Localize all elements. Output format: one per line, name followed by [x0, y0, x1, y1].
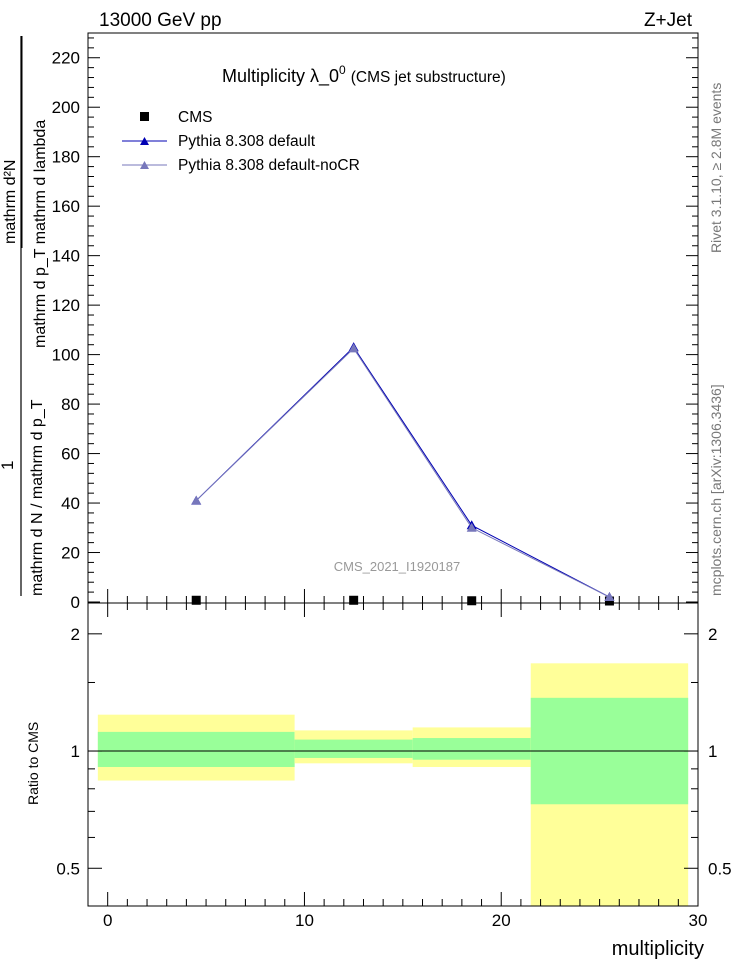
main-ytick-label: 80: [61, 395, 80, 414]
mcplots-label: mcplots.cern.ch [arXiv:1306.3436]: [708, 384, 724, 596]
main-panel: CMS Pythia 8.308 default Pythia 8.308 de…: [0, 36, 506, 596]
cms-data-point: [349, 595, 359, 605]
ratio-ytick-label-left: 0.5: [56, 859, 80, 878]
ylabel-numerator-big: mathrm d²N: [2, 160, 19, 244]
ratio-xtick-label: 10: [295, 911, 314, 930]
series-2-point: [191, 495, 202, 505]
process-label: Z+Jet: [644, 10, 693, 31]
main-ytick-label: 140: [52, 247, 80, 266]
main-ytick-label: 20: [61, 544, 80, 563]
main-ytick-label: 200: [52, 98, 80, 117]
main-legend: CMS Pythia 8.308 default Pythia 8.308 de…: [122, 109, 360, 174]
ratio-ytick-label-left: 2: [71, 625, 80, 644]
legend-marker-default: [140, 137, 149, 145]
legend-marker-nocr: [140, 161, 149, 169]
cms-data-point: [191, 595, 201, 605]
rivet-label: Rivet 3.1.10, ≥ 2.8M events: [708, 83, 724, 253]
ylabel-denominator: mathrm d N / mathrm d p_T: [29, 399, 46, 596]
chart-title-main: Multiplicity λ_0: [222, 66, 339, 87]
chart-title: Multiplicity λ_00 (CMS jet substructure): [222, 63, 506, 87]
main-ytick-label: 160: [52, 197, 80, 216]
watermark: CMS_2021_I1920187: [334, 559, 461, 574]
ratio-xtick-label: 20: [492, 911, 511, 930]
energy-label: 13000 GeV pp: [99, 10, 222, 31]
main-ytick-label: 220: [52, 49, 80, 68]
ratio-plot-area: 0 10 20 30 0.5 0.5 1 1 2 2 Ratio to CMS multiplicit…: [25, 602, 732, 960]
series-2-point: [604, 592, 615, 602]
main-ytick-label: 100: [52, 346, 80, 365]
main-ytick-label: 0: [71, 593, 80, 612]
legend-label-cms: CMS: [178, 109, 212, 126]
ylabel-denominator-big: mathrm d p_T mathrm d lambda: [32, 120, 49, 348]
ratio-ylabel: Ratio to CMS: [25, 722, 41, 805]
series-line-2: [195, 347, 610, 598]
legend-label-nocr: Pythia 8.308 default-noCR: [178, 157, 360, 174]
legend-marker-cms: [140, 112, 149, 121]
cms-data-point: [467, 596, 477, 606]
main-ytick-label: 60: [61, 445, 80, 464]
main-ytick-label: 180: [52, 148, 80, 167]
main-ytick-label: 40: [61, 494, 80, 513]
ratio-xtick-label: 30: [689, 911, 708, 930]
ratio-ytick-label-left: 1: [71, 742, 80, 761]
legend-label-default: Pythia 8.308 default: [178, 133, 316, 150]
ratio-frame: [87, 602, 699, 907]
main-ytick-label: 120: [52, 296, 80, 315]
x-axis-label: multiplicity: [612, 938, 704, 960]
ratio-ytick-label-right: 2: [708, 625, 717, 644]
ylabel-one: 1: [0, 461, 17, 470]
ratio-ytick-label-right: 1: [708, 742, 717, 761]
series-2-point: [466, 522, 477, 532]
ratio-band-inner-1: [294, 739, 413, 758]
chart-subtitle: (CMS jet substructure): [351, 69, 506, 86]
ratio-ytick-label-right: 0.5: [708, 859, 732, 878]
ratio-xtick-label: 0: [103, 911, 112, 930]
main-ylabel: 1 mathrm d N / mathrm d p_T mathrm d²N m…: [0, 36, 49, 596]
series-2-point: [348, 343, 359, 353]
ratio-band-inner-2: [412, 738, 531, 760]
chart-title-sup: 0: [339, 63, 346, 77]
ratio-band-inner-0: [97, 731, 295, 767]
